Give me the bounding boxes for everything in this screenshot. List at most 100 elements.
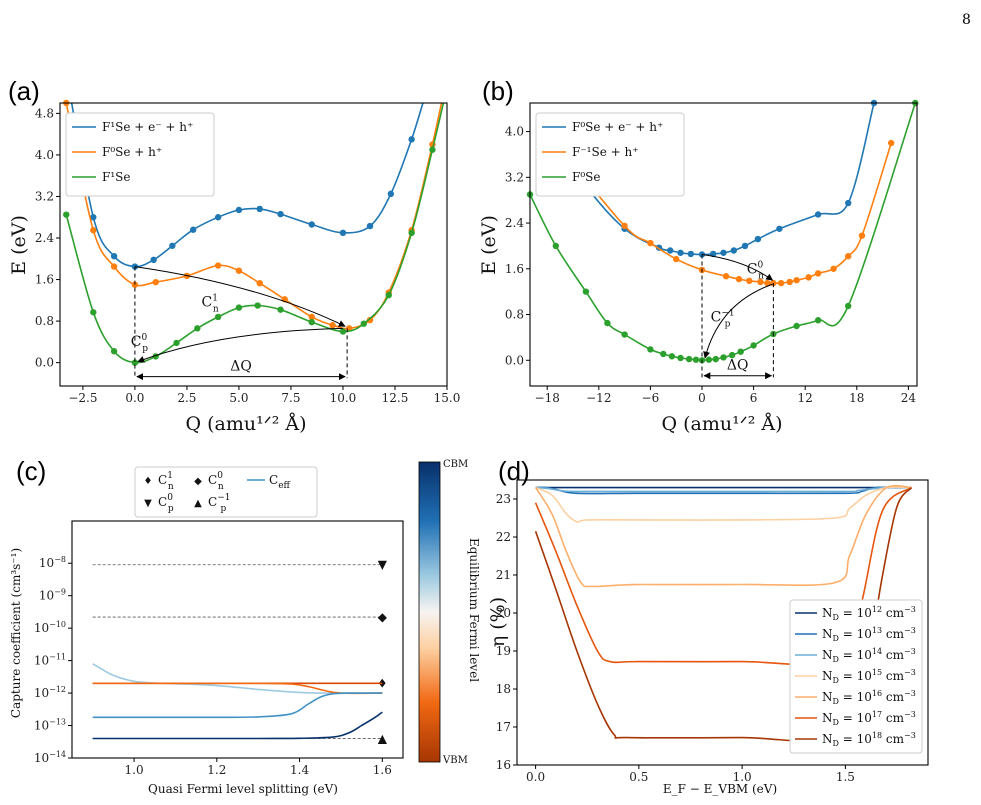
legend-label: ND = 1015 cm−3 (822, 668, 916, 685)
x-tick-label: 1.6 (373, 763, 392, 777)
legend-marker: ♦ (144, 476, 153, 487)
legend-label: ND = 1018 cm−3 (822, 731, 916, 748)
data-point (254, 302, 261, 309)
data-point (131, 263, 139, 270)
y-tick-label: 10−10 (34, 620, 66, 635)
colorbar-label: Equilibrium Fermi level (467, 538, 481, 682)
data-point (805, 274, 812, 281)
panel-b-xlabel: Q (amu¹ᐟ² Å) (661, 413, 782, 435)
x-tick-label: 0.0 (526, 770, 545, 784)
data-point (677, 354, 684, 362)
reference-marker: ◆ (378, 610, 388, 624)
y-tick-label: 22 (496, 530, 511, 544)
data-point (647, 346, 654, 353)
series-line-5 (534, 486, 912, 667)
data-point (277, 306, 284, 313)
data-point (360, 320, 367, 327)
panel-d-xlabel: E_F − E_VBM (eV) (663, 782, 777, 796)
cp-arrow (703, 283, 773, 359)
x-tick-label: 6 (750, 391, 758, 405)
panel-b-plot: Q (amu¹ᐟ² Å) E (eV) −18 −12 −6 0 6 12 18 24 0.0 0… (478, 99, 919, 435)
y-tick-label: 3.2 (505, 170, 524, 184)
colorbar-top-label: CBM (443, 459, 468, 470)
data-point (189, 226, 197, 233)
cn-arrow (134, 266, 346, 327)
cp-label: C0 p (131, 333, 148, 354)
panel-c-plot: Quasi Fermi level splitting (eV) Capture… (9, 459, 481, 796)
x-tick-label: 1.4 (290, 763, 309, 777)
data-point (194, 325, 201, 332)
legend-label: ND = 1012 cm−3 (822, 605, 916, 622)
data-point (582, 288, 590, 295)
x-tick-label: 0.5 (629, 770, 648, 784)
data-point (845, 302, 852, 310)
x-tick-label: 1.2 (207, 763, 226, 777)
legend-label: F⁰Se (572, 170, 600, 184)
data-point (90, 214, 97, 221)
data-point (685, 355, 693, 363)
x-tick-label: 12.5 (382, 391, 409, 405)
data-point (339, 328, 347, 335)
data-point (256, 205, 263, 213)
reference-marker: ▼ (378, 558, 388, 572)
panel-a-xlabel: Q (amu¹ᐟ² Å) (185, 413, 306, 435)
data-point (385, 291, 392, 299)
x-tick-label: −2.5 (68, 391, 97, 405)
x-tick-label: 0 (698, 391, 706, 405)
axes-frame (529, 102, 918, 387)
legend-label: F¹Se (102, 170, 130, 184)
data-point (673, 255, 680, 263)
y-tick-label: 10−8 (39, 555, 66, 570)
cn-arrow (701, 254, 774, 281)
panel-c-xlabel: Quasi Fermi level splitting (eV) (148, 782, 338, 796)
colorbar-bottom-label: VBM (442, 755, 468, 766)
cn-label: C1 n (201, 294, 218, 315)
data-point (757, 278, 764, 286)
panel-d-plot: E_F − E_VBM (eV) η (%) 0.0 0.5 1.0 1.5 16 17 1… (487, 479, 929, 796)
legend-box (789, 599, 923, 754)
data-point (621, 331, 628, 338)
data-point (814, 211, 822, 218)
series-line-4 (534, 484, 912, 588)
data-point (660, 350, 667, 358)
data-point (366, 316, 374, 324)
y-tick-label: 4.0 (505, 125, 524, 139)
data-point (339, 229, 347, 237)
series-line-3 (92, 692, 383, 719)
data-point (750, 342, 757, 349)
series-line-2 (65, 103, 445, 364)
reference-marker: ▲ (378, 731, 388, 745)
data-point (173, 339, 180, 347)
data-point (131, 359, 139, 366)
y-tick-label: 3.2 (35, 189, 54, 203)
panel-label-b: (b) (482, 76, 514, 106)
x-tick-label: 15.0 (434, 391, 461, 405)
x-tick-label: 7.5 (281, 391, 300, 405)
y-tick-label: 1.6 (505, 262, 524, 276)
axes-frame (71, 520, 404, 759)
y-tick-label: 17 (496, 720, 511, 734)
series-line-6 (534, 487, 913, 743)
data-point (235, 267, 243, 274)
data-point (730, 247, 738, 254)
cp-arrow (137, 327, 343, 363)
legend-label: ND = 1016 cm−3 (822, 689, 916, 706)
legend-label: ND = 1017 cm−3 (822, 710, 916, 727)
legend-label: F⁻¹Se + h⁺ (572, 145, 639, 159)
y-tick-label: 2.4 (35, 231, 54, 245)
data-point (705, 356, 713, 363)
series-line-4 (92, 711, 383, 740)
x-tick-label: 18 (849, 391, 864, 405)
data-point (214, 214, 222, 221)
data-point (712, 355, 719, 363)
legend-label: F¹Se + e⁻ + h⁺ (102, 120, 193, 134)
reference-marker: ♦ (377, 676, 388, 690)
x-tick-label: −12 (586, 391, 611, 405)
data-point (235, 206, 243, 214)
data-point (754, 235, 762, 243)
y-tick-label: 4.8 (35, 106, 54, 120)
data-point (214, 313, 222, 321)
data-point (277, 210, 284, 218)
x-tick-label: 10.0 (330, 391, 357, 405)
x-tick-label: 2.5 (177, 391, 196, 405)
